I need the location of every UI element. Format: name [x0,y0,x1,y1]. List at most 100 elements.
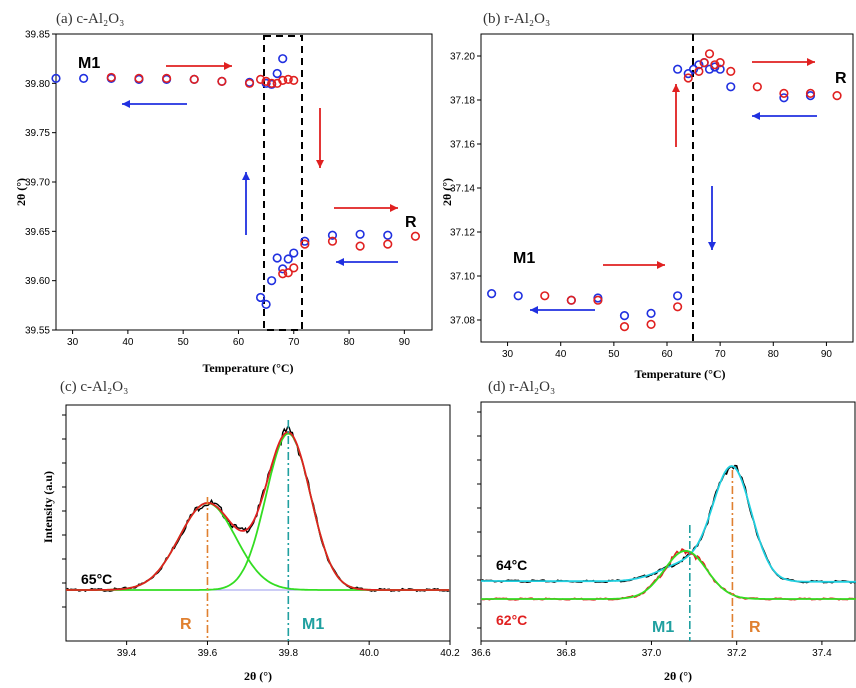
panel-a-xlabel: Temperature (°C) [202,361,293,375]
panel-b-series-1-point-12 [726,66,736,76]
panel-b-xtick-label-3: 60 [661,349,673,360]
panel-a-ytick-label-2: 39.65 [25,227,50,238]
panel-a-ytick-label-6: 39.85 [25,30,50,41]
panel-a-series-0-point-22 [278,54,288,64]
panel-b-series-1-point-8 [699,57,709,68]
panel-a-r-label: R [405,214,417,231]
panel-b-arrow-cool-1-head [752,112,760,120]
panel-b-m1-label: M1 [513,250,535,267]
panel-a-ytick-label-3: 39.70 [25,178,50,189]
panel-d-62-label: 62°C [496,612,527,628]
panel-d-xtick-label-2: 37.0 [642,648,662,659]
panel-b-ytick-label-2: 37.12 [450,228,475,239]
panel-a-series-1-point-5 [244,78,255,88]
panel-a-arrow-cool-1-head [336,258,344,266]
panel-a-series-0-point-8 [255,292,266,303]
panel-a-ytick-label-4: 39.75 [25,128,50,139]
panel-d-m1-label: M1 [652,619,674,636]
panel-d-frame [480,401,856,642]
panel-a-series-1-point-17 [327,236,338,246]
panel-a-series-1-point-13 [278,269,288,279]
panel-b-series-1-point-10 [710,60,720,70]
panel-a-xtick-label-1: 40 [122,337,134,348]
panel-c-ylabel: Intensity (a.u) [41,471,55,543]
panel-a-arrow-heat-2-head [316,160,324,168]
panel-a-series-1-point-8 [267,78,277,88]
panel-d-title: (d) r-Al₂O₃ [488,379,555,395]
panel-a-series-1-point-1 [134,73,144,83]
panel-a-frame [55,33,433,331]
panel-a-series-1-point-10 [278,75,288,85]
panel-a-title: (a) c-Al₂O₃ [56,11,124,27]
panel-b-series-1-point-16 [832,90,842,101]
panel-d-measured-62c [480,548,856,601]
panel-a-xtick-label-2: 50 [178,337,190,348]
panel-a-ytick-label-1: 39.60 [25,276,50,287]
panel-a-series-1-point-19 [383,239,393,249]
panel-b-series-0-point-7 [673,64,683,74]
panel-a-arrow-heat-1-head [224,62,232,70]
panel-c-fit-peak-r [66,502,450,591]
panel-c-xtick-label-3: 40.0 [359,648,379,659]
panel-a-series-1-point-11 [283,74,293,84]
panel-b-series-0-point-6 [673,291,683,301]
panel-b-series-0-point-10 [694,60,704,70]
panel-c-frame [65,404,451,642]
panel-b-ytick-label-0: 37.08 [450,316,475,327]
panel-d-64-label: 64°C [496,557,527,573]
panel-b-series-1-point-0 [540,291,550,301]
panel-b-ytick-label-3: 37.14 [450,184,475,195]
panel-a-series-0-point-10 [267,276,277,286]
panel-a-arrow-cool-3-head [122,100,130,108]
panel-a-series-0-point-9 [261,299,271,309]
panel-b-r-label: R [835,70,847,87]
panel-b-ytick-label-1: 37.10 [450,272,475,283]
panel-b-series-0-point-12 [704,64,715,74]
panel-a-series-1-point-6 [255,74,266,84]
panel-a-ytick-label-5: 39.80 [25,79,50,90]
panel-b-series-1-point-1 [566,295,576,305]
panel-c-xlabel: 2θ (°) [244,669,272,683]
panel-a-series-0-point-18 [383,230,393,240]
panel-b-xlabel: Temperature (°C) [634,367,725,381]
panel-b-xtick-label-4: 70 [715,349,727,360]
panel-a-series-0-point-13 [283,254,293,264]
panel-b-ytick-label-6: 37.20 [450,52,475,63]
panel-a-series-0-point-17 [355,229,365,239]
panel-c-title: (c) c-Al₂O₃ [60,379,128,395]
panel-b-xtick-label-0: 30 [502,349,514,360]
panel-a-series-0-point-14 [289,248,299,258]
panel-d-xtick-label-4: 37.4 [812,648,832,659]
panel-a-series-0-point-15 [300,236,310,246]
panel-b-series-0-point-16 [779,93,789,103]
panel-d-xtick-label-1: 36.8 [556,648,576,659]
panel-b-xtick-label-6: 90 [821,349,833,360]
panel-d-xlabel: 2θ (°) [664,669,692,683]
panel-b-arrow-cool-2-head [708,242,716,250]
panel-b-series-1-point-4 [646,319,656,330]
panel-a-series-0-point-21 [272,68,282,79]
panel-d-fit-62c [481,549,856,600]
panel-c-xtick-label-0: 39.4 [117,648,137,659]
panel-a-series-0-point-16 [327,230,338,240]
panel-b-arrow-heat-1-head [657,261,665,269]
panel-a-xtick-label-3: 60 [233,337,245,348]
panel-a-series-1-point-20 [410,231,421,241]
panel-b-arrow-heat-2-head [672,84,680,92]
panel-b-xtick-label-1: 40 [555,349,567,360]
panel-a-ylabel: 2θ (°) [14,178,28,206]
panel-b-series-1-point-9 [704,49,715,59]
panel-d-r-label: R [749,619,761,636]
panel-a-m1-label: M1 [78,55,100,72]
panel-b-series-0-point-14 [715,64,725,74]
panel-b-series-1-point-13 [752,82,762,92]
panel-d-xtick-label-3: 37.2 [727,648,747,659]
panel-b-series-1-point-15 [805,88,816,98]
panel-b-ylabel: 2θ (°) [440,178,454,206]
panel-a-series-0-point-0 [51,73,61,83]
panel-b-series-1-point-3 [619,322,630,332]
panel-b-series-1-point-2 [593,295,603,305]
panel-a-series-1-point-15 [289,263,299,273]
panel-a-series-1-point-18 [355,241,365,251]
panel-b-series-1-point-11 [715,57,725,68]
